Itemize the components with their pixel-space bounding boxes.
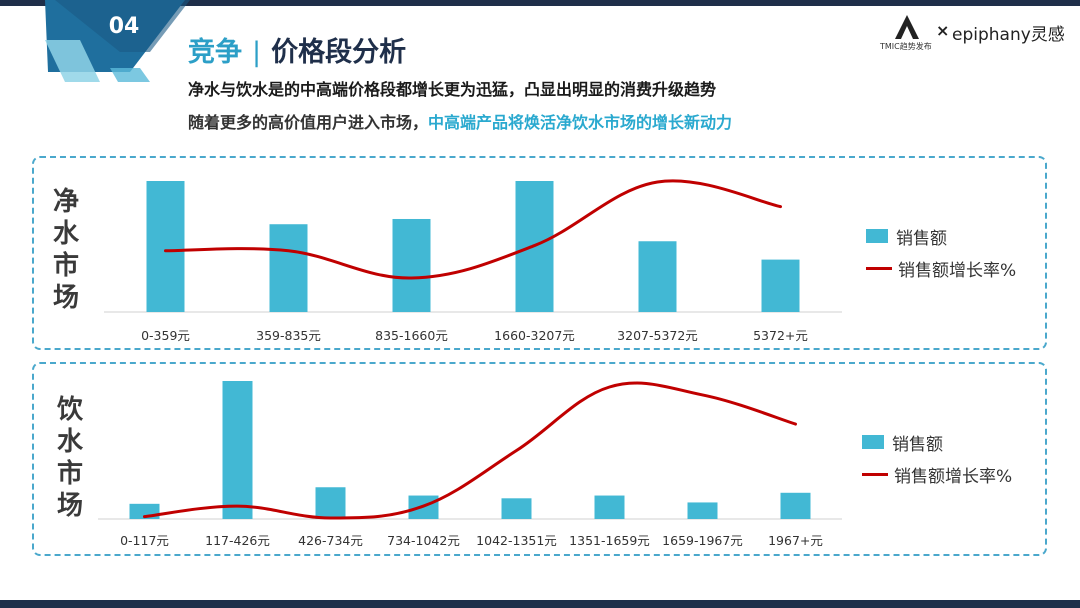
- title-left: 竞争: [188, 37, 242, 68]
- legend-line-swatch: [866, 266, 892, 270]
- water-dispenser-panel: [32, 362, 1047, 556]
- chart-2-bar: [687, 502, 718, 519]
- title-separator: |: [252, 37, 262, 68]
- chart-1-growth-line: [164, 179, 782, 280]
- section-number: 04: [108, 14, 140, 39]
- logo-cross: ×: [936, 21, 950, 40]
- legend-label: 销售额增长率%: [898, 260, 1017, 281]
- subtitle-2-highlight: 中高端产品将焕活净饮水市场的增长新动力: [428, 113, 733, 132]
- chart-2-x-tick-label: 1659-1967元: [662, 533, 743, 548]
- chart-2-x-tick-label: 426-734元: [298, 533, 363, 548]
- subtitle-2-plain: 随着更多的高价值用户进入市场，: [188, 113, 429, 132]
- chart-1-x-tick-label: 3207-5372元: [617, 328, 698, 343]
- chart-2-title-char: 饮: [56, 395, 83, 425]
- page-title: 竞争 | 价格段分析: [188, 30, 406, 69]
- bottom-bar: [0, 600, 1080, 608]
- chart-2-bar: [222, 381, 253, 519]
- chart-1-title: 净水市场: [46, 186, 86, 314]
- chart-2-bar: [780, 492, 811, 519]
- section-badge: [45, 0, 190, 82]
- chart-2-x-tick-label: 1967+元: [768, 533, 823, 548]
- logo-subtext: TMIC趋势发布: [880, 42, 932, 51]
- chart-2-bar: [315, 487, 346, 519]
- tmic-logo-icon: [895, 15, 919, 39]
- chart-2-x-tick-label: 734-1042元: [387, 533, 460, 548]
- legend-line-swatch: [862, 472, 888, 476]
- legend-label: 销售额: [892, 434, 943, 455]
- chart-2-legend: 销售额销售额增长率%: [862, 426, 1012, 490]
- chart-1-bar: [761, 259, 800, 312]
- chart-1-bar: [146, 181, 185, 312]
- chart-1-bar: [269, 224, 308, 312]
- chart-1-x-tick-label: 835-1660元: [375, 328, 448, 343]
- chart-2-x-tick-label: 1351-1659元: [569, 533, 650, 548]
- chart-1-bar: [392, 218, 431, 312]
- chart-2-x-tick-label: 117-426元: [205, 533, 270, 548]
- chart-1-x-tick-label: 359-835元: [256, 328, 321, 343]
- legend-bar-swatch: [862, 435, 884, 449]
- chart-1-title-char: 水: [52, 219, 79, 249]
- chart-1-x-tick-label: 1660-3207元: [494, 328, 575, 343]
- chart-1-legend: 销售额销售额增长率%: [866, 220, 1016, 284]
- chart-2-title-char: 场: [56, 491, 83, 521]
- legend-item: 销售额: [866, 220, 1016, 252]
- chart-1-title-char: 净: [52, 187, 79, 217]
- logo-brand-text: epiphany灵感: [952, 25, 1065, 45]
- chart-2-bar: [501, 498, 532, 519]
- chart-1-title-char: 市: [52, 251, 79, 281]
- chart-2-title-char: 水: [56, 427, 83, 457]
- chart-1-x-tick-label: 0-359元: [141, 328, 190, 343]
- subtitle-2: 随着更多的高价值用户进入市场，中高端产品将焕活净饮水市场的增长新动力: [188, 109, 732, 133]
- legend-label: 销售额: [896, 228, 947, 249]
- chart-1-title-char: 场: [52, 283, 79, 313]
- chart-2-growth-line: [143, 381, 797, 520]
- water-purifier-panel: [32, 156, 1047, 350]
- legend-item: 销售额: [862, 426, 1012, 458]
- legend-item: 销售额增长率%: [866, 252, 1016, 284]
- title-right: 价格段分析: [271, 37, 407, 68]
- top-bar: [0, 0, 1080, 6]
- legend-item: 销售额增长率%: [862, 458, 1012, 490]
- subtitle-1: 净水与饮水是的中高端价格段都增长更为迅猛，凸显出明显的消费升级趋势: [188, 80, 717, 99]
- legend-bar-swatch: [866, 229, 888, 243]
- chart-2-title: 饮水市场: [50, 394, 90, 522]
- chart-2-x-tick-label: 0-117元: [120, 533, 169, 548]
- chart-2-x-tick-label: 1042-1351元: [476, 533, 557, 548]
- legend-label: 销售额增长率%: [894, 466, 1013, 487]
- chart-1-x-tick-label: 5372+元: [753, 328, 808, 343]
- chart-2-title-char: 市: [56, 459, 83, 489]
- brand-logo: TMIC趋势发布 × epiphany灵感: [880, 14, 1065, 51]
- chart-1-bar: [638, 241, 677, 312]
- chart-2-bar: [594, 495, 625, 519]
